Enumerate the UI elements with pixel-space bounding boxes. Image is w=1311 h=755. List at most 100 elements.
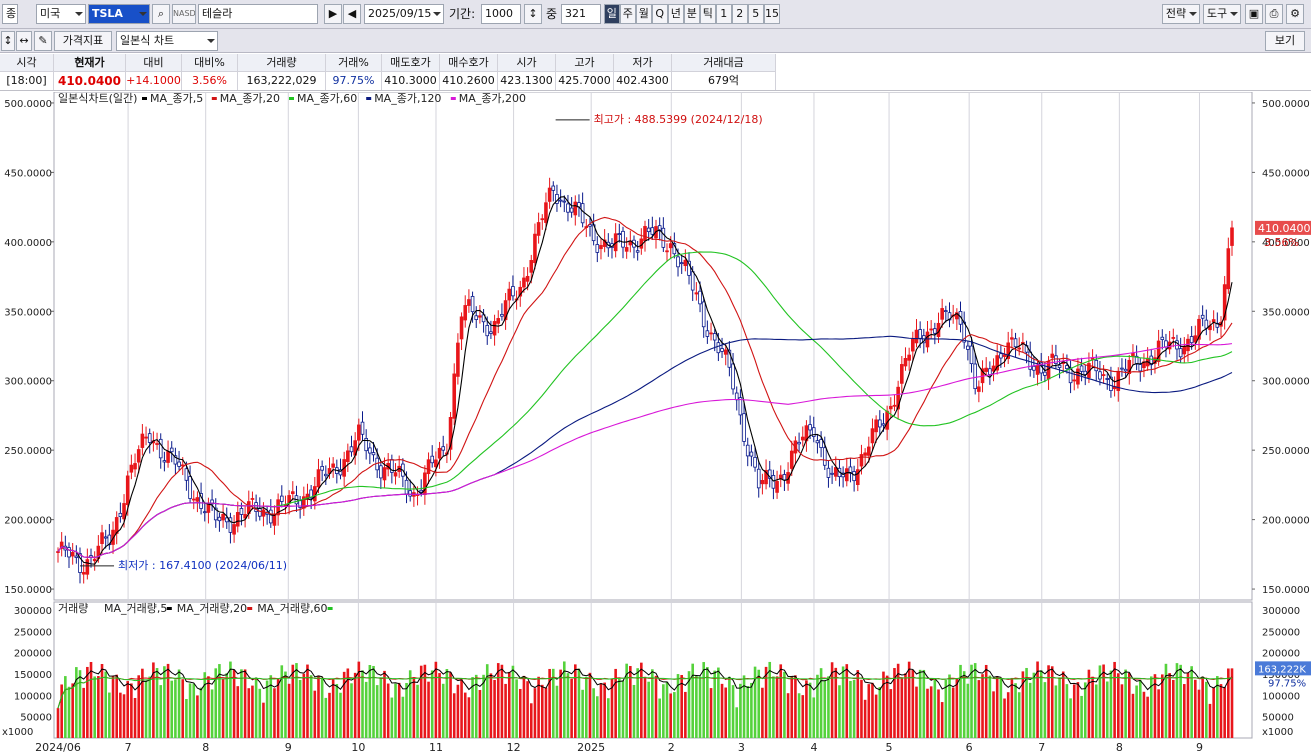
candle-body xyxy=(70,552,75,557)
volume-bar xyxy=(1172,679,1175,738)
volume-bar xyxy=(761,687,764,738)
candle-body xyxy=(478,315,482,318)
volume-bar xyxy=(254,677,258,738)
volume-bar xyxy=(302,673,306,738)
period-button[interactable]: 15 xyxy=(764,4,780,24)
settings-icon[interactable]: ⚙ xyxy=(1286,4,1304,24)
count-input[interactable]: 321 xyxy=(561,4,601,24)
candle-body xyxy=(177,461,181,467)
candle-body xyxy=(933,328,937,334)
market-select[interactable]: 미국 xyxy=(36,4,86,24)
candle-body xyxy=(866,446,871,456)
candle-body xyxy=(268,509,273,524)
indicator-button[interactable]: 가격지표 xyxy=(54,31,112,51)
period-button[interactable]: 5 xyxy=(748,4,764,24)
candle-body xyxy=(540,218,545,221)
chart-type-select[interactable]: 일본식 차트 xyxy=(116,31,218,51)
vertical-resize-icon[interactable]: ↕ xyxy=(1,31,15,51)
volume-bar xyxy=(1216,676,1219,738)
search-icon[interactable]: ⌕ xyxy=(152,4,170,24)
period-button[interactable]: 2 xyxy=(732,4,748,24)
ticker-input[interactable]: TSLA xyxy=(88,4,150,24)
period-button[interactable]: 년 xyxy=(668,4,684,24)
volume-bar xyxy=(801,695,805,738)
period-button[interactable]: 1 xyxy=(716,4,732,24)
tools-button[interactable]: 도구 xyxy=(1203,4,1241,24)
volume-bar xyxy=(1197,689,1201,738)
candle-body xyxy=(1076,368,1080,385)
horizontal-resize-icon[interactable]: ↔ xyxy=(16,31,32,51)
candle-body xyxy=(815,440,820,444)
edit-icon[interactable]: ✎ xyxy=(34,31,52,51)
candle-body xyxy=(643,226,647,242)
volume-bar xyxy=(838,685,841,738)
period-button[interactable]: 틱 xyxy=(700,4,716,24)
date-field[interactable]: 2025/09/15 xyxy=(364,4,444,24)
volume-bar xyxy=(926,688,929,738)
print-icon[interactable]: ⎙ xyxy=(1265,4,1283,24)
period-button[interactable]: 주 xyxy=(620,4,636,24)
volume-bar xyxy=(669,693,672,738)
volume-bar xyxy=(724,687,728,738)
candle-body xyxy=(1083,370,1088,375)
period-input[interactable]: 1000 xyxy=(481,4,521,24)
candle-body xyxy=(59,541,64,549)
view-button[interactable]: 보기 xyxy=(1265,31,1305,51)
volume-bar xyxy=(229,661,232,738)
last-price-label: 410.0400 xyxy=(1258,222,1311,235)
volume-bar xyxy=(1142,691,1146,738)
volume-bar xyxy=(390,697,394,738)
candle-body xyxy=(1043,371,1047,376)
volume-bar xyxy=(944,679,948,738)
candle-body xyxy=(995,355,999,371)
period-button[interactable]: Q xyxy=(652,4,668,24)
period-button[interactable]: 일 xyxy=(604,4,620,24)
volume-bar xyxy=(489,673,493,738)
scroll-icon[interactable]: ↕ xyxy=(524,4,542,24)
period-button[interactable]: 월 xyxy=(636,4,652,24)
volume-bar xyxy=(1168,673,1171,738)
volume-bar xyxy=(126,681,130,738)
volume-bar xyxy=(783,671,786,738)
period-button[interactable]: 분 xyxy=(684,4,700,24)
volume-bar xyxy=(551,668,555,738)
volume-bar xyxy=(599,683,603,738)
volume-bar xyxy=(1149,676,1153,738)
volume-bar xyxy=(170,680,174,738)
x-tick-label: 10 xyxy=(351,741,365,754)
volume-bar xyxy=(841,666,845,738)
stock-name-field[interactable]: 테슬라 xyxy=(198,4,318,24)
volume-bar xyxy=(1036,661,1039,738)
candle-body xyxy=(463,305,468,321)
volume-bar xyxy=(827,676,830,738)
volume-bar xyxy=(570,678,573,738)
legend-swatch xyxy=(327,607,333,610)
volume-bar xyxy=(643,676,647,738)
prev-icon[interactable]: ◀ xyxy=(343,4,361,24)
volume-bar xyxy=(702,662,705,738)
y-tick-label: 150.0000 xyxy=(4,585,52,596)
play-icon[interactable]: ▶ xyxy=(324,4,342,24)
volume-bar xyxy=(408,670,412,738)
volume-bar xyxy=(100,663,104,738)
candle-body xyxy=(195,497,200,502)
strategy-button[interactable]: 전략 xyxy=(1162,4,1200,24)
quote-header: 고가 xyxy=(556,54,614,72)
save-icon[interactable]: ▣ xyxy=(1245,4,1263,24)
volume-bar xyxy=(603,682,606,738)
volume-bar xyxy=(1017,692,1021,738)
candle-body xyxy=(911,338,915,352)
candle-body xyxy=(188,476,192,499)
candle-body xyxy=(525,275,530,282)
candle-body xyxy=(1131,353,1135,357)
price-chart[interactable]: 2024/06 7 8 9 10 11 12 2025 2 3 4 5 6 7 8 9 500.0000 500.… xyxy=(0,92,1311,755)
volume-bar xyxy=(130,683,133,738)
candle-body xyxy=(676,256,680,268)
candle-body xyxy=(368,447,372,454)
candle-body xyxy=(797,441,801,445)
quote-table: 시각 [18:00] 현재가 410.0400 대비 +14.1000 대비% 3.56% 거래… xyxy=(0,53,1311,91)
candle-body xyxy=(1156,340,1161,362)
candle-body xyxy=(1193,335,1198,343)
candle-body xyxy=(738,397,743,416)
candle-body xyxy=(863,452,867,456)
